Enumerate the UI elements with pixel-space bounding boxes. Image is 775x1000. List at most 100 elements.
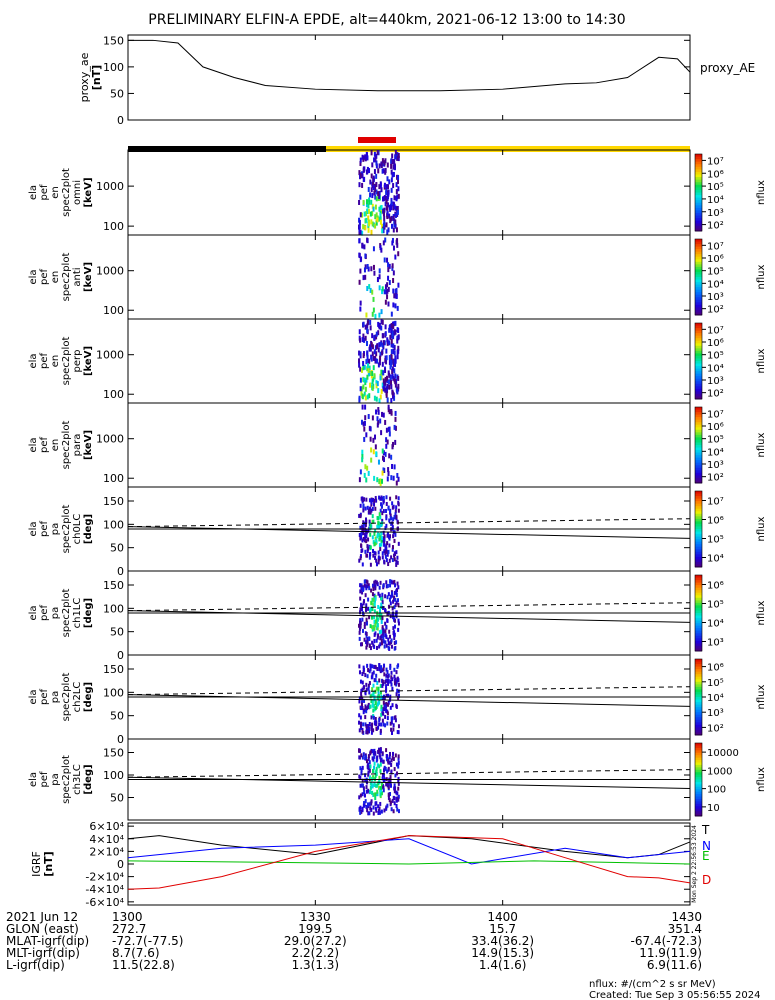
spectrogram-cell: [379, 749, 382, 754]
spectrogram-cell: [378, 312, 381, 318]
spectrogram-cell: [397, 695, 400, 700]
colorbar-cell: [695, 223, 702, 227]
spectrogram-cell: [380, 791, 383, 796]
spectrogram-cell: [378, 478, 381, 484]
colorbar-cell: [695, 220, 702, 224]
spectrogram-cell: [377, 550, 380, 555]
spectrogram-cell: [391, 265, 394, 271]
spectrogram-cell: [393, 783, 396, 788]
spectrogram-cell: [366, 642, 369, 647]
spectrogram-cell: [369, 781, 372, 786]
spectrogram-cell: [395, 600, 398, 605]
colorbar-cell: [695, 358, 702, 362]
spectrogram-cell: [385, 289, 388, 295]
spectrogram-cell: [371, 385, 374, 391]
spectrogram-cell: [371, 664, 374, 669]
anti-loss-cone-line: [127, 518, 691, 528]
spectrogram-cell: [365, 706, 368, 711]
colorbar-cell: [695, 475, 702, 479]
spectrogram-cell: [392, 215, 395, 221]
y-axis-label-line: ela: [28, 689, 39, 704]
spectrogram-cell: [380, 704, 383, 709]
spectrogram-cell: [395, 670, 398, 675]
colorbar-tick-label: 10⁶: [707, 254, 724, 265]
spectrogram-cell: [358, 558, 361, 563]
axis-row-value: 11.9(11.9): [639, 946, 702, 960]
colorbar-tick-label: 10⁶: [707, 169, 724, 180]
spectrogram-cell: [395, 640, 398, 645]
spectrogram-cell: [375, 334, 378, 340]
colorbar-cell: [695, 309, 702, 313]
spectrogram-cell: [375, 616, 378, 621]
colorbar-cell: [695, 289, 702, 293]
spectrogram-cell: [393, 368, 396, 374]
colorbar-tick-label: 10: [707, 803, 720, 814]
y-axis-label-line: ela: [28, 185, 39, 200]
spectrogram-cell: [394, 373, 397, 379]
spectrogram-cell: [359, 366, 362, 372]
colorbar-cell: [695, 427, 702, 431]
spectrogram-cell: [364, 705, 367, 710]
spectrogram-cell: [375, 409, 378, 415]
spectrogram-cell: [362, 333, 365, 339]
spectrogram-cell: [393, 605, 396, 610]
spectrogram-cell: [361, 765, 364, 770]
spectrogram-cell: [396, 209, 399, 215]
spectrogram-cell: [379, 636, 382, 641]
y-axis-label-line: ela: [28, 353, 39, 368]
colorbar-cell: [695, 607, 702, 611]
spectrogram-cell: [397, 689, 400, 694]
spectrogram-cell: [362, 167, 365, 173]
spectrogram-cell: [391, 505, 394, 510]
spectrogram-cell: [378, 663, 381, 668]
colorbar-tick-label: 10³: [707, 638, 724, 649]
spectrogram-cell: [359, 386, 362, 392]
colorbar-cell: [695, 156, 702, 160]
spectrogram-cell: [366, 728, 369, 733]
colorbar-cell: [695, 182, 702, 186]
spectrogram-cell: [389, 634, 392, 639]
spectrogram-cell: [397, 500, 400, 505]
spectrogram-cell: [384, 387, 387, 393]
colorbar-tick-label: 10⁵: [707, 351, 724, 362]
spectrogram-cell: [382, 605, 385, 610]
colorbar-cell: [695, 618, 702, 622]
science-zone-bar: [358, 137, 396, 143]
colorbar-cell: [695, 633, 702, 637]
spectrogram-cell: [388, 213, 391, 219]
colorbar-tick-label: 10⁶: [707, 422, 724, 433]
panel-frame: [127, 234, 691, 320]
spectrogram-cell: [371, 203, 374, 209]
spectrogram-cell: [371, 627, 374, 632]
spectrogram-cell: [359, 503, 362, 508]
axis-row-value: 8.7(7.6): [112, 946, 160, 960]
spectrogram-cell: [361, 755, 364, 760]
spectrogram-cell: [385, 348, 388, 354]
spectrogram-cell: [366, 465, 369, 471]
spectrogram-cell: [390, 720, 393, 725]
colorbar-cell: [695, 575, 702, 579]
spectrogram-cell: [397, 345, 400, 351]
colorbar-tick-label: 10⁵: [707, 267, 724, 278]
spectrogram-cell: [397, 602, 400, 607]
spectrogram-cell: [372, 519, 375, 524]
colorbar-cell: [695, 200, 702, 204]
spectrogram-cell: [394, 212, 397, 218]
spectrogram-cell: [368, 729, 371, 734]
spectrogram-cell: [394, 355, 397, 361]
spectrogram-cell: [372, 222, 375, 228]
colorbar-cell: [695, 704, 702, 708]
colorbar-cell: [695, 417, 702, 421]
colorbar-cell: [695, 620, 702, 624]
colorbar-cell: [695, 697, 702, 701]
colorbar-cell: [695, 508, 702, 512]
spectrogram-cell: [373, 270, 376, 276]
spectrogram-cell: [382, 635, 385, 640]
y-tick-label: 1000: [96, 180, 124, 193]
spectrogram-cell: [394, 254, 397, 260]
colorbar-cell: [695, 154, 702, 158]
spectrogram-cell: [361, 454, 364, 460]
y-tick-label: 150: [103, 579, 124, 592]
spectrogram-cell: [381, 350, 384, 356]
spectrogram-cell: [368, 425, 371, 431]
